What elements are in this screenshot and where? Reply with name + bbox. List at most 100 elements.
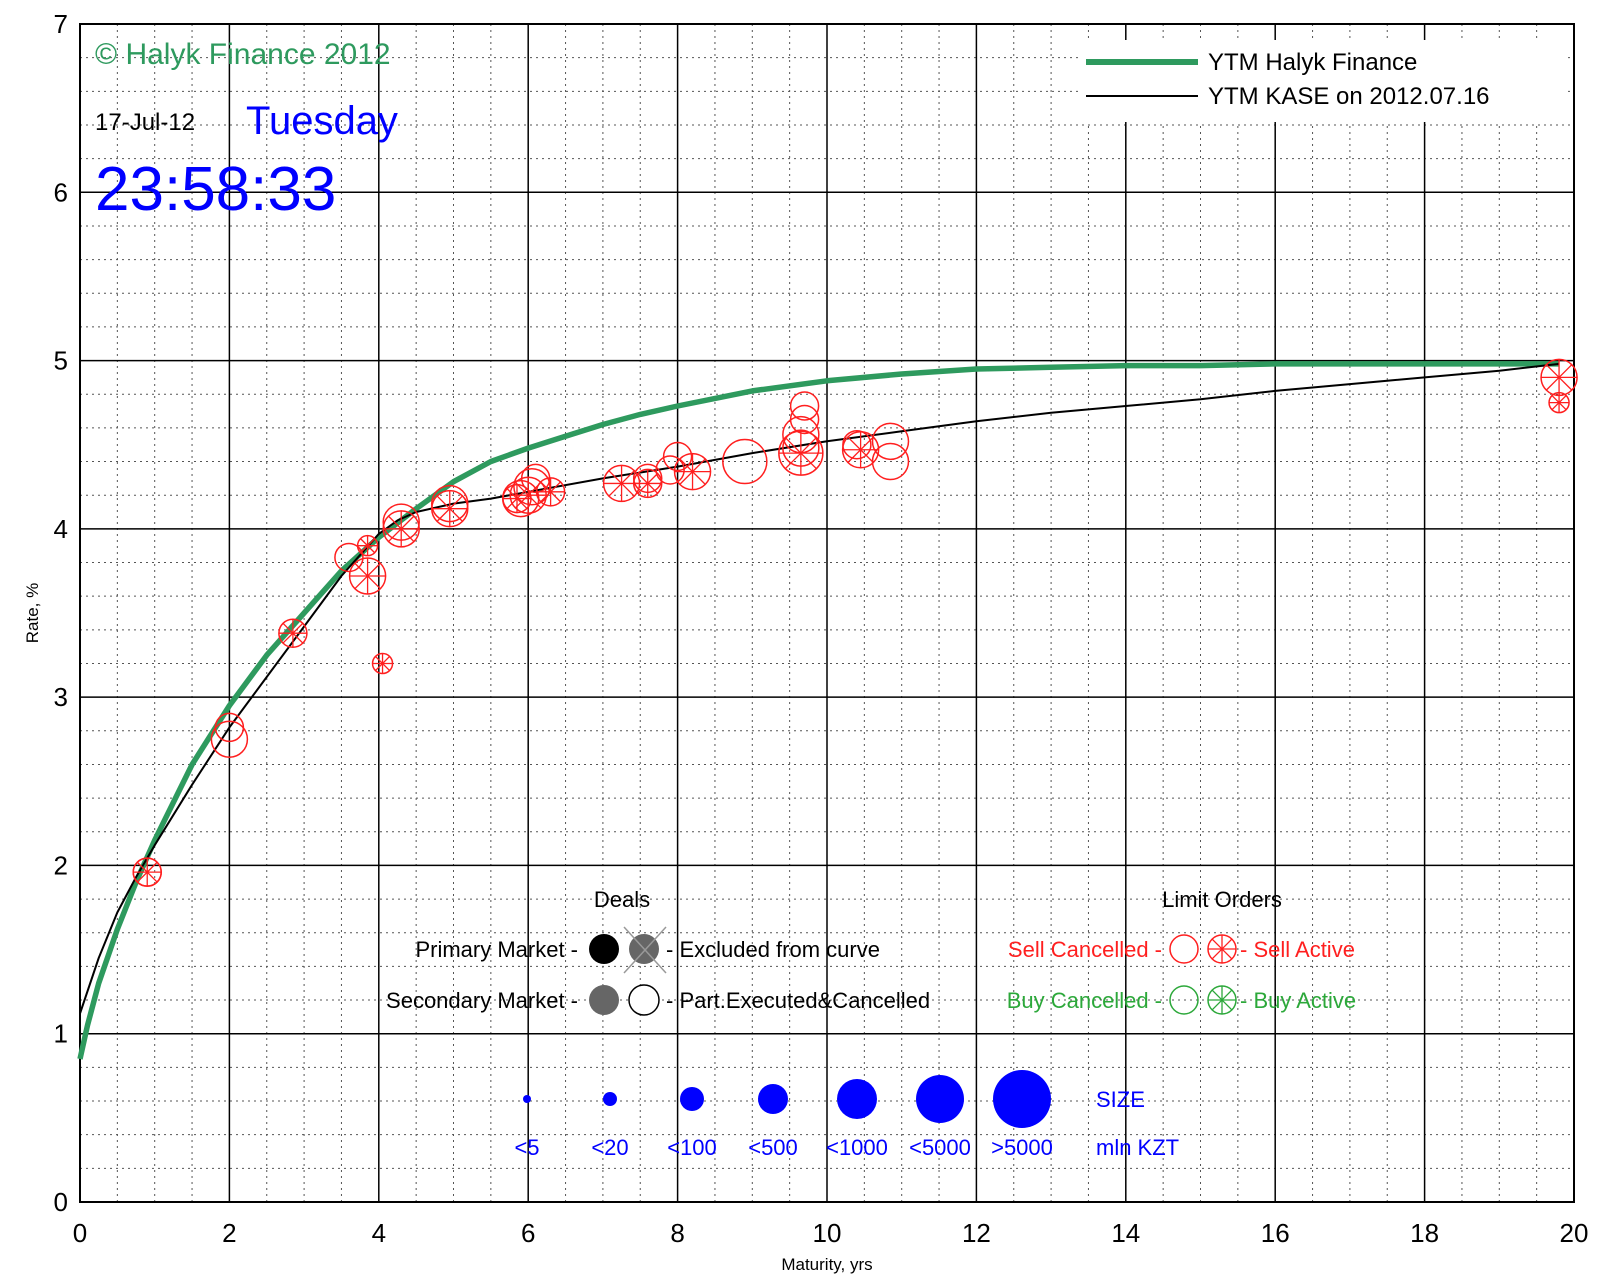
plot-frame [79,23,1575,1203]
size-label: <100 [667,1135,717,1160]
excluded-cross-b [623,926,667,974]
size-title: SIZE [1096,1087,1145,1112]
legend-box [1080,40,1564,122]
copyright-text: © Halyk Finance 2012 [95,38,391,71]
buy-cancelled-label: Buy Cancelled - [1007,988,1162,1013]
excluded-label: - Excluded from curve [666,937,880,962]
buy-active-label: - Buy Active [1240,988,1356,1013]
sell-active-point [1540,358,1578,397]
size-dot [837,1079,877,1119]
sell-cancelled-point [789,391,820,421]
sell-active-point [602,464,641,503]
sell-cancelled-point [334,542,364,573]
sell-active-point-spoke [1545,364,1573,391]
sell-active-point [382,510,420,548]
limit-orders-title: Limit Orders [1162,887,1282,912]
sell-active-point [132,857,162,887]
sell-active-label: - Sell Active [1240,937,1355,962]
size-dot [523,1095,531,1103]
buy-cancelled-marker [1169,985,1199,1015]
y-tick-label: 4 [54,514,68,544]
sell-active-point-spoke [847,436,874,463]
x-axis-title: Maturity, yrs [781,1255,872,1274]
sell-active-point [509,476,547,514]
sell-active-point-spoke [360,538,376,554]
x-tick-label: 8 [670,1218,684,1248]
size-label: <500 [748,1135,798,1160]
order-markers [132,358,1578,887]
size-dot [680,1087,704,1111]
part-executed-label: - Part.Executed&Cancelled [666,988,930,1013]
y-tick-label: 3 [54,682,68,712]
size-label: <5 [514,1135,539,1160]
x-tick-label: 4 [372,1218,386,1248]
sell-active-point [632,468,663,499]
x-tick-label: 6 [521,1218,535,1248]
y-axis-title: Rate, % [23,583,42,643]
y-tick-label: 1 [54,1019,68,1049]
x-tick-label: 18 [1410,1218,1439,1248]
sell-active-point [348,557,387,595]
sell-cancelled-point [871,422,910,461]
sell-active-point-spoke [608,470,635,497]
sell-active-point [278,618,308,648]
size-dot [603,1092,617,1106]
sell-cancelled-point [210,720,249,758]
sell-active-point-spoke [540,481,561,503]
sell-active-point [673,452,712,491]
sell-cancelled-point [655,455,685,485]
sell-active-point-spoke [354,562,381,590]
y-tick-label: 0 [54,1187,68,1217]
sell-active-point [431,489,469,528]
x-tick-label: 0 [73,1218,87,1248]
sell-active-point-spoke [388,515,415,543]
size-label: >5000 [991,1135,1053,1160]
size-key: <5 <20 <100 <500 <1000 <5000 >5000 [514,1070,1053,1160]
sell-active-point [1548,391,1570,414]
key-sell-star-spoke [1211,938,1233,960]
sell-active-point [535,477,566,507]
y-tick-label: 6 [54,177,68,207]
y-tick-label: 7 [54,9,68,39]
clock-text: 23:58:33 [95,155,336,224]
sell-active-point [371,652,394,675]
size-label: <1000 [826,1135,888,1160]
x-tick-label: 16 [1261,1218,1290,1248]
sell-cancelled-point [662,441,693,472]
x-tick-label: 20 [1560,1218,1589,1248]
sell-active-point [778,430,824,476]
legend-label-kase: YTM KASE on 2012.07.16 [1208,83,1490,110]
key-buy-star [1207,985,1237,1015]
sell-cancelled-marker [1169,934,1199,964]
part-executed-marker [628,984,660,1016]
y-tick-label: 5 [54,346,68,376]
y-tick-label: 2 [54,850,68,880]
sell-active-point-spoke [515,482,542,509]
sell-active-point-spoke [637,473,659,494]
legend-label-halyk: YTM Halyk Finance [1208,49,1417,76]
sell-cancelled-label: Sell Cancelled - [1008,937,1162,962]
date-text: 17-Jul-12 [95,109,195,136]
x-tick-label: 12 [962,1218,991,1248]
primary-deal-marker [589,934,619,964]
secondary-deal-marker [589,985,619,1015]
secondary-market-label: Secondary Market - [386,988,578,1013]
sell-active-point [841,431,880,469]
sell-active-point-spoke [679,458,706,485]
x-tick-label: 14 [1111,1218,1140,1248]
sell-active-point-spoke [282,622,304,644]
sell-active-point-spoke [436,495,463,522]
deals-title: Deals [594,887,650,912]
size-unit: mln KZT [1096,1135,1179,1160]
size-label: <5000 [909,1135,971,1160]
sell-cancelled-point [513,468,551,506]
sell-active-marker [1207,934,1237,964]
primary-market-label: Primary Market - [415,937,578,962]
buy-active-marker [1207,985,1237,1015]
sell-active-point-spoke [136,861,158,883]
size-dot [993,1070,1051,1128]
x-tick-label: 10 [813,1218,842,1248]
